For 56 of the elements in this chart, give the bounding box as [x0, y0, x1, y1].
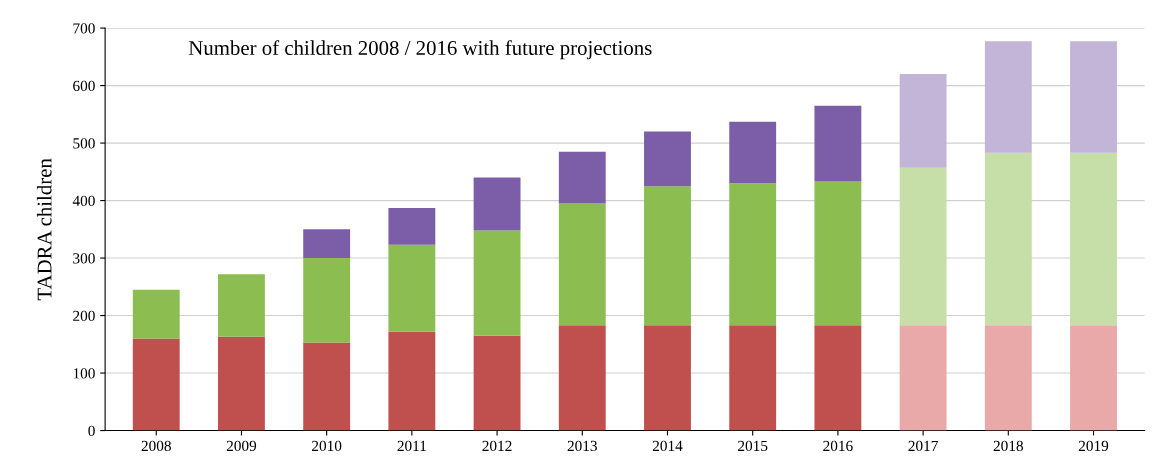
bar — [729, 325, 777, 431]
x-tick-label: 2009 — [226, 440, 257, 452]
x-tick-label: 2012 — [482, 440, 512, 452]
bar — [303, 258, 351, 343]
x-tick-label: 2008 — [141, 440, 171, 452]
y-tick-label: 200 — [73, 310, 95, 322]
bar — [303, 229, 351, 259]
bar — [644, 131, 691, 187]
bar — [132, 289, 180, 339]
bar — [558, 325, 606, 431]
y-tick-label: 100 — [73, 368, 95, 379]
y-tick-label: 700 — [73, 23, 95, 34]
bar — [644, 325, 691, 431]
y-tick-label: 500 — [73, 138, 95, 149]
bar — [899, 325, 947, 431]
bar — [729, 121, 777, 184]
y-tick-label: 0 — [88, 425, 95, 437]
bar — [984, 152, 1032, 326]
y-tick-label: 400 — [72, 195, 95, 207]
x-tick-label: 2019 — [1078, 440, 1109, 452]
text: Number of children 2008 / 2016 with future projections — [188, 40, 652, 60]
bar — [899, 74, 947, 168]
bar — [558, 151, 606, 204]
bar — [644, 186, 691, 326]
bar — [729, 183, 777, 326]
bar — [473, 177, 521, 231]
y-axis-title: TADRA children — [36, 158, 52, 301]
bar — [388, 331, 436, 431]
bar — [899, 167, 947, 326]
bar — [473, 230, 521, 336]
bar — [984, 325, 1032, 431]
bar — [303, 342, 351, 431]
bar — [558, 203, 606, 326]
x-tick-label: 2016 — [823, 440, 853, 452]
bar — [388, 244, 436, 332]
bar — [218, 274, 265, 337]
bar — [814, 325, 862, 431]
x-tick-label: 2017 — [908, 440, 938, 452]
bar — [814, 105, 862, 182]
bar — [132, 338, 180, 431]
y-tick-label: 600 — [73, 80, 95, 92]
bar — [1070, 41, 1117, 153]
y-tick-label: 300 — [73, 253, 95, 264]
bar — [1070, 325, 1117, 431]
x-tick-label: 2013 — [567, 440, 597, 452]
bar — [1070, 152, 1117, 326]
x-tick-label: 2011 — [397, 440, 426, 452]
x-tick-label: 2018 — [993, 440, 1023, 452]
bar — [218, 336, 265, 431]
bar — [473, 335, 521, 431]
x-tick-label: 2014 — [652, 440, 683, 452]
bar — [388, 208, 436, 245]
x-tick-label: 2015 — [738, 440, 768, 452]
x-tick-label: 2010 — [312, 440, 342, 452]
bar — [984, 41, 1032, 153]
bar — [814, 181, 862, 326]
